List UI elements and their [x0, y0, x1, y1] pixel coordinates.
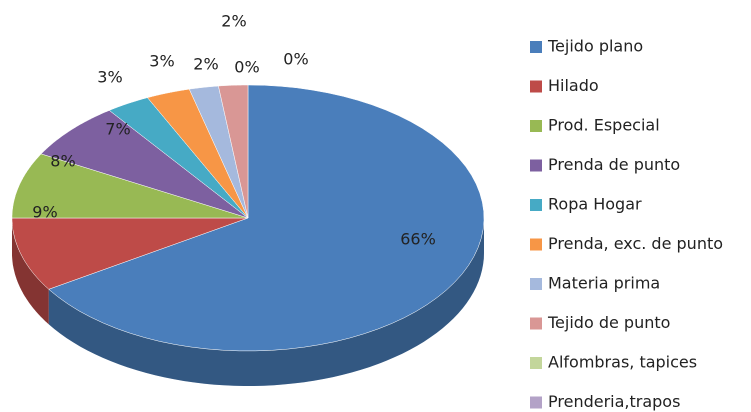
legend-label: Tejido plano — [547, 37, 643, 56]
pie-slice — [11, 217, 249, 290]
legend-swatch — [530, 120, 542, 132]
data-label: 9% — [32, 203, 57, 222]
data-label: 8% — [50, 152, 75, 171]
data-label: 3% — [149, 52, 174, 71]
pie-slice — [218, 84, 249, 219]
legend-swatch — [530, 199, 542, 211]
side-shade — [48, 218, 484, 386]
side-shade — [12, 218, 49, 325]
legend-swatch — [530, 357, 542, 369]
legend-label: Prenda de punto — [548, 155, 680, 174]
data-label: 0% — [234, 58, 259, 77]
pie-side — [12, 218, 49, 325]
pie-slice — [108, 97, 249, 219]
legend-swatch — [530, 159, 542, 172]
legend-swatch — [530, 317, 542, 330]
legend-swatch — [530, 396, 542, 409]
legend-label: Tejido de punto — [547, 313, 670, 332]
legend-label: Hilado — [548, 76, 599, 95]
pie-slice — [188, 85, 249, 219]
pie-slice — [11, 153, 249, 219]
legend-label: Prod. Especial — [548, 116, 660, 135]
data-label: 3% — [97, 68, 122, 87]
legend-swatch — [530, 238, 542, 251]
legend-label: Prenda, exc. de punto — [548, 234, 723, 253]
legend-label: Prenderia,trapos — [548, 392, 680, 411]
legend-swatch — [530, 41, 542, 53]
legend-swatch — [530, 278, 542, 290]
pie-slice — [48, 84, 485, 352]
data-label: 7% — [105, 120, 130, 139]
legend-label: Materia prima — [548, 274, 660, 293]
pie-side — [48, 218, 484, 386]
data-label: 2% — [221, 12, 246, 31]
data-label: 0% — [283, 50, 308, 69]
pie-slice — [147, 88, 249, 219]
legend-label: Ropa Hogar — [548, 195, 642, 214]
legend-swatch — [530, 80, 542, 93]
legend-label: Alfombras, tapices — [548, 353, 697, 372]
data-label: 66% — [400, 230, 436, 249]
pie-slice — [40, 110, 249, 219]
data-label: 2% — [193, 55, 218, 74]
